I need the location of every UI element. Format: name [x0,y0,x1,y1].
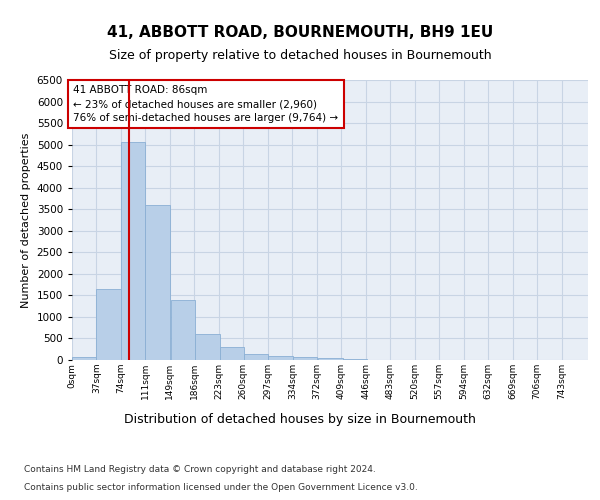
Bar [318,358,343,360]
Bar [97,289,121,360]
Bar [195,334,220,360]
Text: 41 ABBOTT ROAD: 86sqm
← 23% of detached houses are smaller (2,960)
76% of semi-d: 41 ABBOTT ROAD: 86sqm ← 23% of detached … [73,85,338,123]
Text: Contains public sector information licensed under the Open Government Licence v3: Contains public sector information licen… [24,482,418,492]
Text: 41, ABBOTT ROAD, BOURNEMOUTH, BH9 1EU: 41, ABBOTT ROAD, BOURNEMOUTH, BH9 1EU [107,25,493,40]
Y-axis label: Number of detached properties: Number of detached properties [21,132,31,308]
Text: Distribution of detached houses by size in Bournemouth: Distribution of detached houses by size … [124,412,476,426]
Bar [244,354,268,360]
Bar [72,358,97,360]
Bar [343,359,367,360]
Text: Contains HM Land Registry data © Crown copyright and database right 2024.: Contains HM Land Registry data © Crown c… [24,465,376,474]
Bar [121,142,145,360]
Bar [220,347,244,360]
Bar [268,356,293,360]
Bar [293,358,317,360]
Text: Size of property relative to detached houses in Bournemouth: Size of property relative to detached ho… [109,50,491,62]
Bar [145,205,170,360]
Bar [170,300,195,360]
